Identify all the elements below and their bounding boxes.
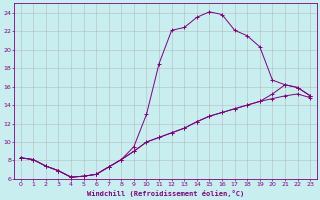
- X-axis label: Windchill (Refroidissement éolien,°C): Windchill (Refroidissement éolien,°C): [87, 190, 244, 197]
